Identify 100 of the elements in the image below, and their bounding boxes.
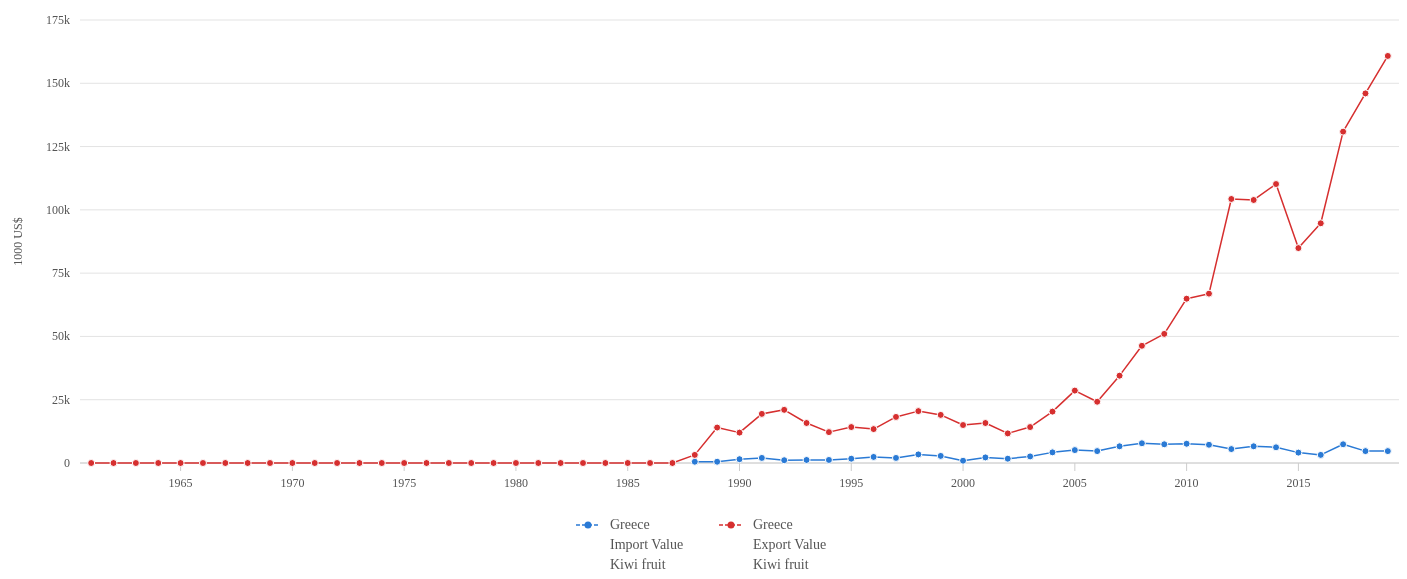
x-tick-label: 1975 — [392, 476, 417, 490]
x-tick-label: 1995 — [839, 476, 864, 490]
point — [1227, 445, 1236, 454]
y-tick-label: 75k — [52, 266, 70, 281]
x-tick-label: 1990 — [727, 476, 752, 490]
point — [824, 428, 833, 437]
point — [601, 459, 610, 467]
point — [579, 459, 588, 467]
point — [735, 428, 744, 437]
y-tick-label: 25k — [52, 392, 70, 407]
y-axis-title: 1000 US$ — [11, 217, 25, 266]
point — [891, 412, 900, 421]
point — [400, 459, 409, 467]
point — [824, 455, 833, 464]
point — [333, 459, 342, 467]
point — [869, 425, 878, 434]
point — [1383, 51, 1392, 60]
y-tick-label: 0 — [64, 456, 70, 470]
x-tick-label: 1985 — [615, 476, 640, 490]
point — [1048, 448, 1057, 457]
legend-label: Greece Import Value Kiwi fruit — [610, 517, 684, 572]
point — [623, 459, 632, 467]
point — [1137, 341, 1146, 350]
point — [1272, 180, 1281, 189]
point — [757, 409, 766, 418]
point — [1115, 371, 1124, 380]
point — [1115, 442, 1124, 451]
point — [1361, 447, 1370, 456]
point — [690, 450, 699, 459]
point — [489, 459, 498, 467]
point — [802, 419, 811, 427]
point — [1093, 397, 1102, 406]
y-tick-label: 50k — [52, 329, 70, 344]
point — [1160, 440, 1169, 449]
point — [1316, 219, 1325, 228]
point — [288, 459, 297, 467]
point — [869, 452, 878, 461]
x-tick-label: 1965 — [168, 476, 193, 490]
point — [1182, 294, 1191, 303]
point — [1249, 442, 1258, 451]
point — [713, 423, 722, 432]
point — [221, 459, 230, 467]
point — [534, 459, 543, 467]
point — [1003, 429, 1012, 438]
point — [1339, 440, 1348, 449]
y-tick-label: 100k — [46, 202, 70, 217]
point — [1249, 195, 1258, 204]
point — [780, 405, 789, 414]
point — [154, 459, 163, 467]
x-tick-label: 2010 — [1174, 476, 1199, 490]
point — [511, 459, 520, 467]
point — [377, 459, 386, 467]
point — [266, 459, 275, 467]
point — [1204, 289, 1213, 298]
point — [1294, 448, 1303, 457]
point — [87, 459, 96, 467]
point — [1361, 89, 1370, 98]
point — [713, 457, 722, 466]
x-tick-label: 1980 — [503, 476, 528, 490]
point — [735, 455, 744, 464]
y-tick-label: 175k — [46, 13, 70, 27]
point — [1294, 244, 1303, 253]
x-tick-label: 1970 — [280, 476, 305, 490]
point — [355, 459, 364, 467]
point — [780, 456, 789, 465]
point — [1316, 450, 1325, 459]
point — [1026, 452, 1035, 461]
point — [914, 450, 923, 459]
point — [1070, 386, 1079, 395]
point — [936, 451, 945, 460]
point — [467, 459, 476, 467]
point — [131, 459, 140, 467]
point — [198, 459, 207, 467]
y-tick-label: 125k — [46, 139, 70, 154]
point — [1026, 423, 1035, 432]
point — [1137, 439, 1146, 448]
point — [310, 459, 319, 467]
point — [243, 459, 252, 467]
y-tick-label: 150k — [46, 76, 70, 91]
point — [1204, 440, 1213, 449]
point — [981, 419, 990, 427]
point — [757, 453, 766, 462]
point — [1048, 407, 1057, 416]
point — [936, 410, 945, 419]
point — [1003, 454, 1012, 463]
point — [1227, 194, 1236, 203]
x-tick-label: 2000 — [951, 476, 976, 490]
point — [1383, 447, 1392, 456]
point — [1160, 329, 1169, 338]
point — [1070, 446, 1079, 455]
point — [690, 457, 699, 466]
point — [646, 459, 655, 467]
x-tick-label: 2015 — [1286, 476, 1311, 490]
point — [847, 423, 856, 432]
point — [959, 421, 968, 430]
point — [1093, 447, 1102, 456]
point — [109, 459, 118, 467]
point — [176, 459, 185, 467]
legend-label: Greece Export Value Kiwi fruit — [753, 517, 827, 572]
point — [891, 453, 900, 462]
